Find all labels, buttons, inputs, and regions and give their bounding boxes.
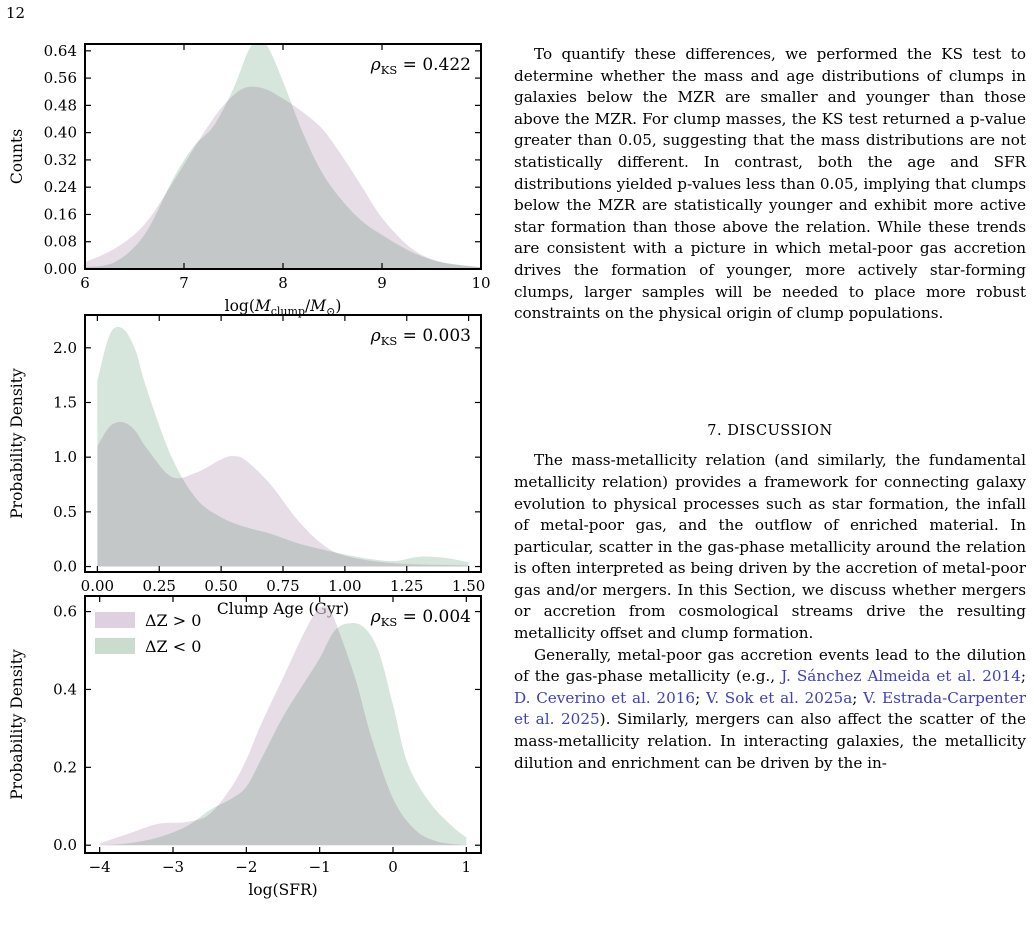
- area-layer: [99, 606, 467, 846]
- x-tick-label: 1.50: [452, 577, 485, 595]
- y-tick-label: 0.32: [44, 151, 77, 169]
- paragraph-text: Generally, metal-poor gas accretion even…: [514, 645, 1026, 686]
- paragraph-ks-test: To quantify these differences, we perfor…: [514, 45, 1026, 323]
- y-tick-label: 0.40: [44, 124, 77, 142]
- text-column: To quantify these differences, we perfor…: [514, 44, 1026, 774]
- x-tick-label: −4: [89, 858, 111, 876]
- citation-link[interactable]: V. Sok et al. 2025a: [705, 688, 853, 707]
- x-tick-label: 1.00: [328, 577, 361, 595]
- citation-link[interactable]: D. Ceverino et al. 2016: [514, 688, 696, 707]
- y-tick-label: 0.2: [53, 758, 77, 776]
- y-tick-label: 2.0: [53, 339, 77, 357]
- axes-frame: [84, 595, 482, 854]
- x-tick-label: 10: [471, 274, 490, 292]
- legend-label-neg: ΔZ < 0: [145, 637, 201, 656]
- y-axis-label: Counts: [8, 129, 26, 184]
- y-tick-label: 0.56: [44, 69, 77, 87]
- ks-annotation: ρKS = 0.422: [370, 55, 471, 77]
- y-tick-label: 0.4: [53, 680, 77, 698]
- y-axis-label: Probability Density: [8, 649, 26, 800]
- y-tick-label: 0.24: [44, 178, 77, 196]
- x-tick-label: −2: [235, 858, 257, 876]
- x-axis-label: log(SFR): [248, 881, 317, 899]
- x-tick-label: 8: [278, 274, 288, 292]
- y-tick-label: 0.0: [53, 558, 77, 576]
- ks-annotation: ρKS = 0.004: [370, 607, 471, 629]
- ks-annotation: ρKS = 0.003: [370, 326, 471, 348]
- x-tick-label: 0.00: [81, 577, 114, 595]
- kde-area-neg: [97, 326, 469, 567]
- x-tick-label: 0.75: [266, 577, 299, 595]
- section-heading: 7. DISCUSSION: [707, 422, 833, 439]
- y-tick-label: 0.5: [53, 503, 77, 521]
- y-tick-label: 1.5: [53, 393, 77, 411]
- x-tick-label: −1: [309, 858, 331, 876]
- legend-label-pos: ΔZ > 0: [145, 611, 201, 630]
- citation-separator: ;: [852, 688, 858, 707]
- chart-panel-2: 0.00 0.25 0.50 0.75 1.00 1.25 1.50 0.0 0.5 1.0 1.5…: [8, 314, 485, 618]
- area-layer: [85, 44, 481, 269]
- page-number: 12: [6, 4, 26, 22]
- legend-swatch-neg: [95, 638, 135, 654]
- y-tick-label: 0.48: [44, 96, 77, 114]
- x-tick-label: 1.25: [390, 577, 423, 595]
- citation-link[interactable]: V. Estrada-Carpenter et al. 2025: [514, 688, 1026, 729]
- legend-swatch-pos: [95, 612, 135, 628]
- x-tick-label: 0.25: [143, 577, 176, 595]
- x-tick-label: 0: [388, 858, 398, 876]
- x-tick-label: −3: [162, 858, 184, 876]
- x-tick-label: 6: [80, 274, 90, 292]
- y-tick-label: 0.08: [44, 233, 77, 251]
- y-axis-label: Probability Density: [8, 368, 26, 519]
- figure-kde-panels: 6 7 8 9 100.000.080.160.240.320.400.480.560.…: [8, 42, 491, 899]
- paragraph-accretion: Generally, metal-poor gas accretion even…: [514, 645, 1026, 775]
- y-tick-label: 0.00: [44, 260, 77, 278]
- y-tick-label: 0.64: [44, 42, 77, 60]
- y-tick-label: 0.0: [53, 836, 77, 854]
- x-tick-label: 0.50: [204, 577, 237, 595]
- y-tick-label: 1.0: [53, 448, 77, 466]
- x-tick-label: 7: [179, 274, 189, 292]
- area-layer: [97, 326, 469, 567]
- y-tick-label: 0.6: [53, 603, 77, 621]
- citation-separator: ;: [1020, 667, 1026, 686]
- kde-area-neg: [85, 44, 481, 269]
- paragraph-discussion-intro: The mass-metallicity relation (and simil…: [514, 451, 1026, 643]
- kde-area-neg: [99, 622, 467, 846]
- x-tick-label: 9: [377, 274, 387, 292]
- chart-panel-1: 6 7 8 9 10 0.00 0.08 0.16 0.24 0.32 0.40 0.48 0.56 0.…: [8, 42, 491, 318]
- citation-separator: ;: [695, 688, 701, 707]
- x-tick-label: 1: [462, 858, 472, 876]
- citation-link[interactable]: J. Sánchez Almeida et al. 2014: [781, 667, 1021, 686]
- chart-panel-3: −4 −3 −2 −1 0 1 0.0 0.2 0.4 0.6 log(SFR) Probabilit…: [8, 595, 482, 899]
- paragraph-text: ). Similarly, mergers can also affect th…: [514, 710, 1026, 772]
- y-tick-label: 0.16: [44, 205, 77, 223]
